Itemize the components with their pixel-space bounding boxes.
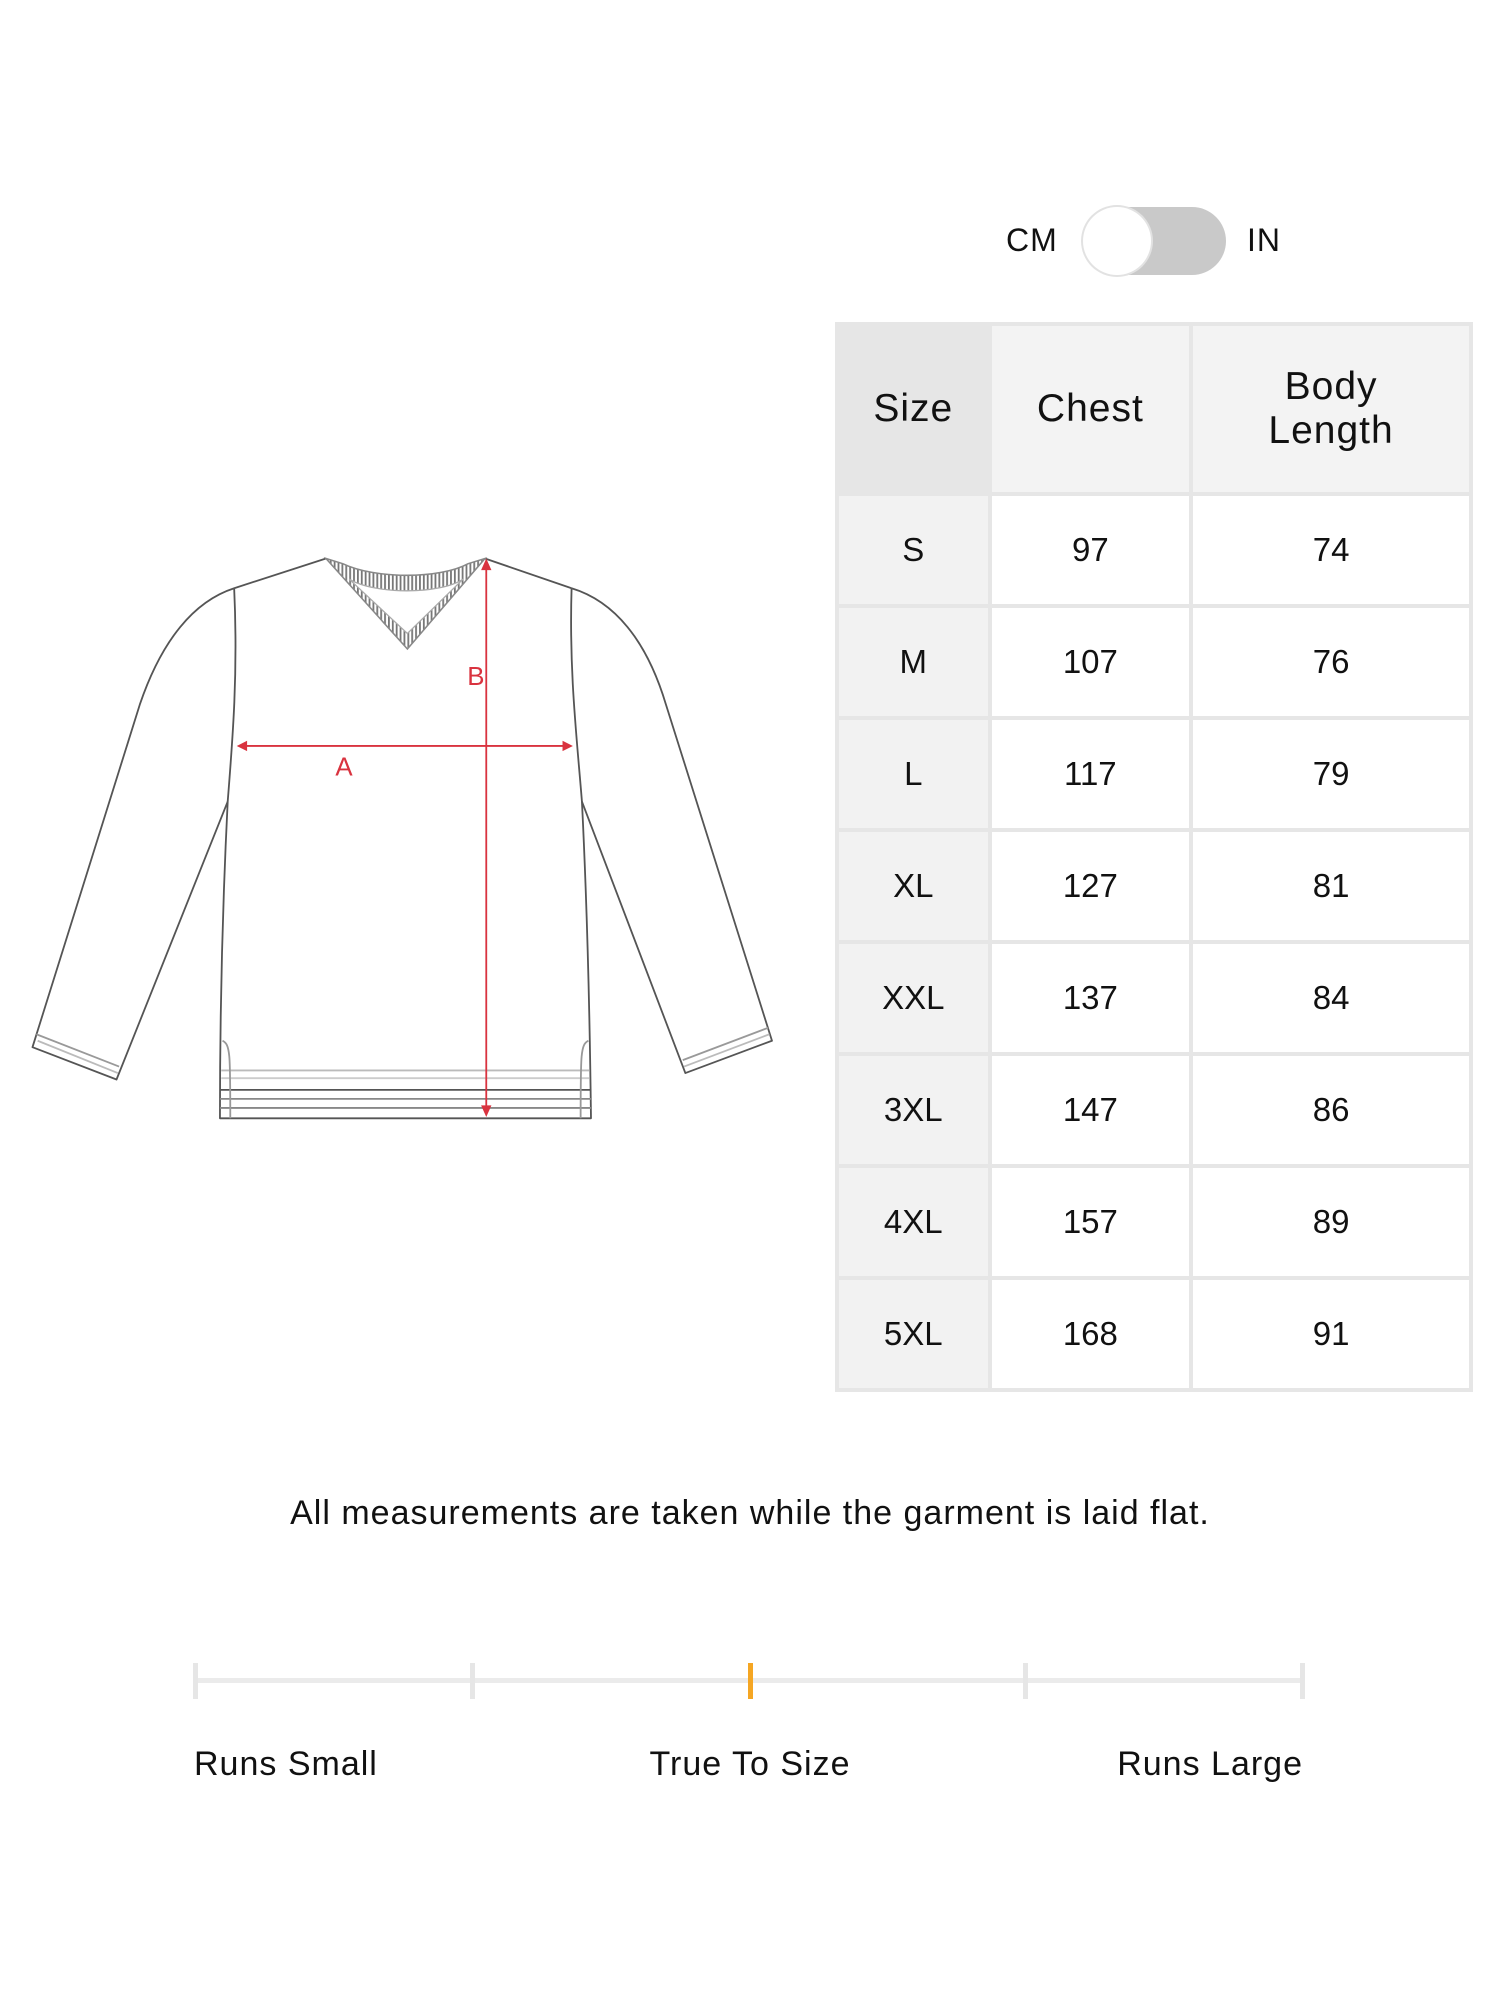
cell-size: M — [839, 608, 988, 716]
table-row: 4XL 157 89 — [839, 1168, 1469, 1276]
header-chest: Chest — [991, 326, 1190, 492]
unit-label-cm: CM — [1006, 222, 1058, 258]
cell-chest: 107 — [991, 608, 1190, 716]
cell-body-length: 74 — [1193, 496, 1469, 604]
cell-body-length: 84 — [1193, 944, 1469, 1052]
cell-chest: 157 — [991, 1168, 1190, 1276]
fit-tick — [1023, 1663, 1028, 1699]
unit-label-in: IN — [1247, 222, 1281, 258]
fit-tick — [193, 1663, 198, 1699]
fit-label-runs-small: Runs Small — [194, 1745, 378, 1783]
fit-tick — [470, 1663, 475, 1699]
table-row: S 97 74 — [839, 496, 1469, 604]
toggle-knob — [1083, 207, 1151, 275]
cell-chest: 137 — [991, 944, 1190, 1052]
table-header-row: Size Chest Body Length — [839, 326, 1469, 492]
cell-size: 3XL — [839, 1056, 988, 1164]
header-body-length-text: Body Length — [1268, 365, 1394, 452]
measure-label-b: B — [467, 663, 484, 691]
cell-chest: 127 — [991, 832, 1190, 940]
header-body-length: Body Length — [1193, 326, 1469, 492]
cell-body-length: 89 — [1193, 1168, 1469, 1276]
header-size: Size — [839, 326, 988, 492]
fit-label-runs-large: Runs Large — [1117, 1745, 1303, 1783]
cell-size: XXL — [839, 944, 988, 1052]
cell-size: S — [839, 496, 988, 604]
table-row: M 107 76 — [839, 608, 1469, 716]
fit-tick — [1300, 1663, 1305, 1699]
cell-body-length: 81 — [1193, 832, 1469, 940]
table-row: XXL 137 84 — [839, 944, 1469, 1052]
cell-chest: 147 — [991, 1056, 1190, 1164]
fit-tick-selected — [748, 1663, 753, 1699]
table-row: 5XL 168 91 — [839, 1280, 1469, 1388]
cell-chest: 97 — [991, 496, 1190, 604]
cell-body-length: 76 — [1193, 608, 1469, 716]
measure-label-a: A — [335, 754, 353, 782]
cell-size: L — [839, 720, 988, 828]
cell-size: 4XL — [839, 1168, 988, 1276]
cell-chest: 168 — [991, 1280, 1190, 1388]
table-row: XL 127 81 — [839, 832, 1469, 940]
cell-body-length: 79 — [1193, 720, 1469, 828]
measurement-note: All measurements are taken while the gar… — [290, 1494, 1210, 1532]
size-chart-table: Size Chest Body Length S 97 74 M 107 76 L 117 79… — [835, 322, 1473, 1392]
fit-label-true-to-size: True To Size — [649, 1745, 851, 1783]
cell-size: XL — [839, 832, 988, 940]
cell-chest: 117 — [991, 720, 1190, 828]
table-row: L 117 79 — [839, 720, 1469, 828]
table-row: 3XL 147 86 — [839, 1056, 1469, 1164]
cell-body-length: 91 — [1193, 1280, 1469, 1388]
unit-toggle[interactable] — [1083, 207, 1226, 275]
cell-body-length: 86 — [1193, 1056, 1469, 1164]
cell-size: 5XL — [839, 1280, 988, 1388]
